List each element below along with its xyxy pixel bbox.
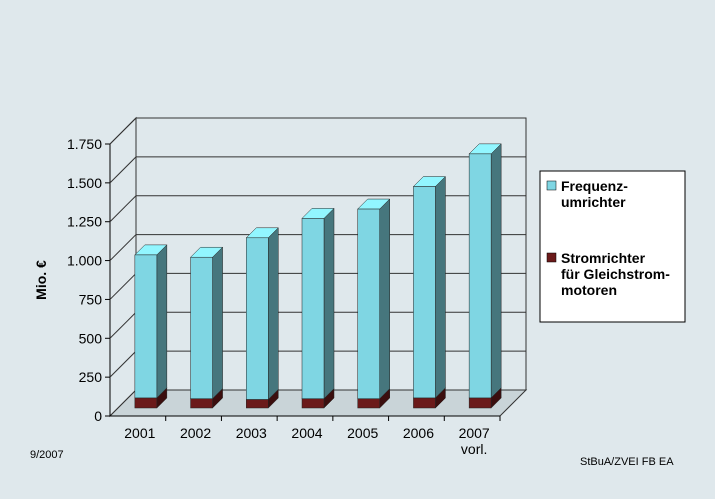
grid-line	[109, 156, 137, 184]
x-tick-label: 2007 vorl.	[459, 425, 490, 457]
x-tick-label: 2004	[291, 425, 322, 441]
bar	[413, 186, 436, 399]
y-tick-label: 0	[94, 408, 102, 424]
grid-line	[109, 273, 137, 300]
grid-line	[109, 350, 137, 378]
bar	[246, 237, 269, 400]
y-tick-label: 1.250	[67, 214, 102, 230]
bar-side	[212, 246, 223, 400]
footer-right: StBuA/ZVEI FB EA	[580, 456, 674, 468]
bar	[301, 218, 325, 399]
bar	[301, 398, 325, 409]
legend-label: Frequenz-umrichter	[561, 178, 628, 210]
side-wall	[109, 116, 137, 418]
grid-line	[109, 311, 137, 339]
legend-swatch	[546, 180, 557, 191]
bar-side	[379, 198, 390, 400]
y-tick-label: 1.750	[67, 136, 102, 152]
bar	[468, 397, 492, 409]
legend-label: Stromrichter für Gleichstrom-motoren	[561, 250, 670, 298]
bar	[246, 399, 269, 409]
bar	[413, 397, 436, 409]
y-tick-label: 750	[79, 291, 103, 307]
y-tick-label: 1.500	[67, 175, 102, 191]
x-tick-label: 2001	[124, 425, 155, 441]
bar	[190, 398, 213, 409]
bar-side	[323, 207, 335, 400]
y-tick-label: 250	[79, 369, 103, 385]
x-tick-label: 2006	[403, 425, 434, 441]
bar	[357, 208, 380, 399]
legend	[539, 170, 686, 323]
x-tick-label: 2002	[180, 425, 211, 441]
bar	[357, 398, 380, 409]
footer-left: 9/2007	[30, 449, 64, 461]
x-tick-label: 2005	[347, 425, 378, 441]
y-axis-title: Mio. €	[33, 260, 49, 300]
grid-line	[109, 234, 137, 261]
x-tick-label: 2003	[236, 425, 267, 441]
bar	[468, 153, 492, 399]
bar-side	[268, 227, 279, 401]
y-tick-label: 500	[79, 330, 103, 346]
bar-side	[156, 244, 168, 399]
grid-line	[109, 117, 137, 145]
bar-side	[490, 143, 502, 399]
bar	[134, 397, 158, 409]
bar-side	[435, 175, 446, 399]
bar	[190, 256, 213, 399]
bar	[134, 254, 158, 399]
y-tick-label: 1.000	[67, 253, 102, 269]
grid-line	[109, 195, 137, 223]
legend-swatch	[546, 252, 557, 263]
